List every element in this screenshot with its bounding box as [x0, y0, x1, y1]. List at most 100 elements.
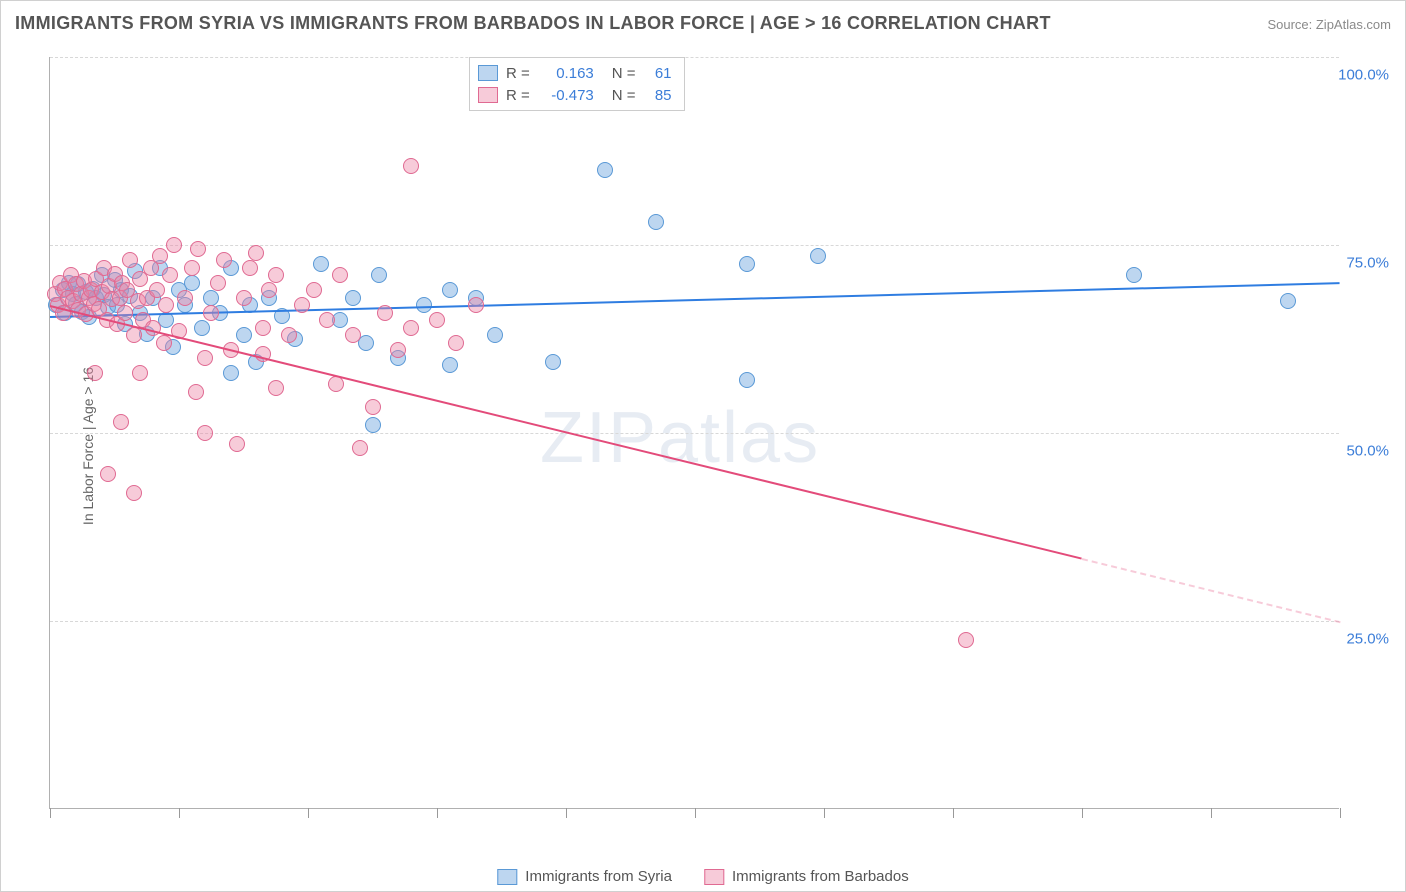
data-point-syria — [345, 290, 361, 306]
data-point-syria — [194, 320, 210, 336]
data-point-barbados — [255, 320, 271, 336]
chart-container: IMMIGRANTS FROM SYRIA VS IMMIGRANTS FROM… — [0, 0, 1406, 892]
data-point-barbados — [248, 245, 264, 261]
x-tick — [566, 808, 567, 818]
data-point-barbados — [294, 297, 310, 313]
stats-n-label: N = — [612, 87, 636, 104]
stats-row-barbados: R = -0.473 N = 85 — [478, 84, 672, 106]
data-point-syria — [365, 417, 381, 433]
data-point-barbados — [152, 248, 168, 264]
data-point-barbados — [132, 365, 148, 381]
data-point-barbados — [352, 440, 368, 456]
y-tick-label: 50.0% — [1346, 443, 1389, 460]
x-tick — [50, 808, 51, 818]
y-tick-label: 100.0% — [1338, 67, 1389, 84]
x-tick — [695, 808, 696, 818]
data-point-syria — [442, 282, 458, 298]
x-tick — [1340, 808, 1341, 818]
data-point-barbados — [100, 466, 116, 482]
data-point-barbados — [113, 414, 129, 430]
data-point-barbados — [197, 425, 213, 441]
data-point-barbados — [403, 158, 419, 174]
data-point-barbados — [126, 327, 142, 343]
data-point-barbados — [203, 305, 219, 321]
chart-title: IMMIGRANTS FROM SYRIA VS IMMIGRANTS FROM… — [15, 13, 1051, 34]
grid-line-h — [50, 245, 1339, 246]
source-prefix: Source: — [1267, 17, 1315, 32]
x-tick — [308, 808, 309, 818]
data-point-barbados — [122, 252, 138, 268]
data-point-barbados — [345, 327, 361, 343]
data-point-barbados — [236, 290, 252, 306]
data-point-barbados — [87, 365, 103, 381]
data-point-barbados — [261, 282, 277, 298]
data-point-barbados — [156, 335, 172, 351]
legend-item-barbados: Immigrants from Barbados — [704, 868, 909, 885]
data-point-syria — [313, 256, 329, 272]
data-point-syria — [442, 357, 458, 373]
stats-r-value-barbados: -0.473 — [538, 87, 594, 104]
data-point-barbados — [281, 327, 297, 343]
stats-r-label: R = — [506, 87, 530, 104]
data-point-barbados — [177, 290, 193, 306]
stats-row-syria: R = 0.163 N = 61 — [478, 62, 672, 84]
grid-line-h — [50, 433, 1339, 434]
legend-swatch-barbados — [704, 869, 724, 885]
data-point-barbados — [448, 335, 464, 351]
data-point-barbados — [158, 297, 174, 313]
data-point-syria — [739, 256, 755, 272]
data-point-syria — [223, 365, 239, 381]
data-point-barbados — [197, 350, 213, 366]
data-point-syria — [1280, 293, 1296, 309]
data-point-barbados — [268, 267, 284, 283]
x-tick — [1211, 808, 1212, 818]
y-tick-label: 25.0% — [1346, 631, 1389, 648]
data-point-barbados — [377, 305, 393, 321]
data-point-barbados — [365, 399, 381, 415]
data-point-barbados — [390, 342, 406, 358]
data-point-syria — [184, 275, 200, 291]
source-name: ZipAtlas.com — [1316, 17, 1391, 32]
data-point-barbados — [149, 282, 165, 298]
plot-area: ZIPatlas 25.0%50.0%75.0%100.0% — [49, 57, 1339, 809]
stats-r-value-syria: 0.163 — [538, 65, 594, 82]
data-point-barbados — [184, 260, 200, 276]
grid-line-h — [50, 621, 1339, 622]
data-point-barbados — [429, 312, 445, 328]
data-point-barbados — [319, 312, 335, 328]
grid-line-h — [50, 57, 1339, 58]
legend-item-syria: Immigrants from Syria — [497, 868, 672, 885]
y-tick-label: 75.0% — [1346, 255, 1389, 272]
data-point-barbados — [306, 282, 322, 298]
data-point-barbados — [229, 436, 245, 452]
data-point-syria — [236, 327, 252, 343]
x-tick — [437, 808, 438, 818]
stats-legend-box: R = 0.163 N = 61 R = -0.473 N = 85 — [469, 57, 685, 111]
data-point-barbados — [242, 260, 258, 276]
stats-n-value-syria: 61 — [644, 65, 672, 82]
data-point-syria — [810, 248, 826, 264]
data-point-syria — [739, 372, 755, 388]
data-point-syria — [545, 354, 561, 370]
data-point-barbados — [403, 320, 419, 336]
x-tick — [1082, 808, 1083, 818]
data-point-barbados — [117, 305, 133, 321]
plot: ZIPatlas 25.0%50.0%75.0%100.0% R =0.163N… — [49, 57, 1395, 831]
data-point-barbados — [216, 252, 232, 268]
x-tick — [179, 808, 180, 818]
watermark: ZIPatlas — [540, 397, 820, 479]
data-point-barbados — [188, 384, 204, 400]
data-point-barbados — [162, 267, 178, 283]
data-point-barbados — [166, 237, 182, 253]
legend-label-syria: Immigrants from Syria — [525, 868, 672, 885]
data-point-barbados — [958, 632, 974, 648]
data-point-barbados — [190, 241, 206, 257]
stats-n-label: N = — [612, 65, 636, 82]
x-tick — [953, 808, 954, 818]
data-point-syria — [203, 290, 219, 306]
legend-bottom: Immigrants from Syria Immigrants from Bar… — [497, 868, 908, 885]
regression-line-dashed-barbados — [1082, 558, 1340, 623]
stats-swatch-barbados — [478, 87, 498, 103]
stats-n-value-barbados: 85 — [644, 87, 672, 104]
stats-r-label: R = — [506, 65, 530, 82]
